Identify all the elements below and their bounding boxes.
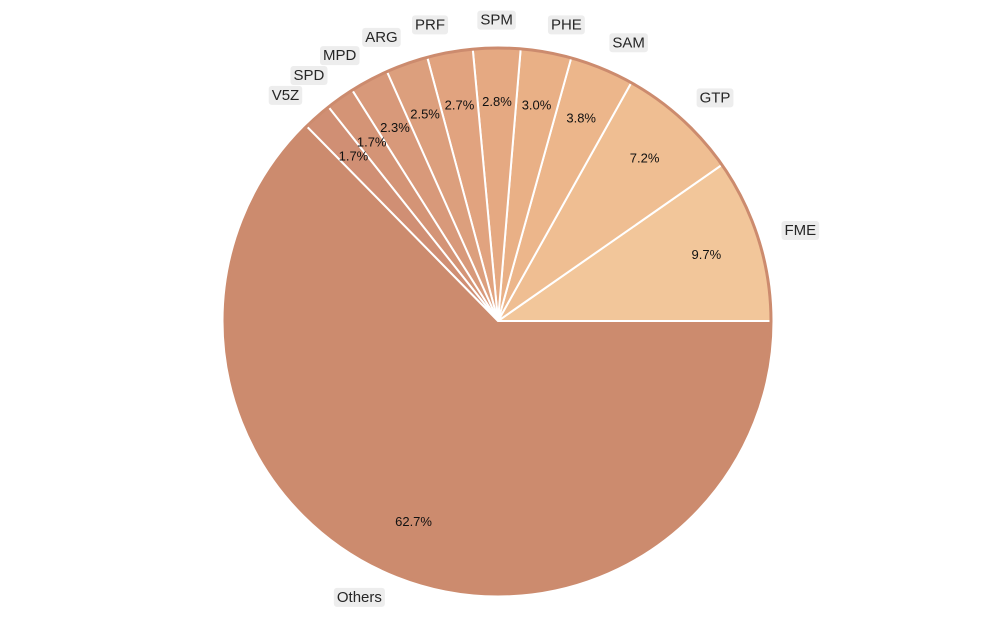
- category-label-background: [362, 27, 401, 47]
- category-label: V5Z: [272, 87, 300, 104]
- category-label: Others: [337, 589, 382, 606]
- category-label: ARG: [365, 29, 398, 46]
- category-label-background: [268, 85, 303, 105]
- category-label: PHE: [551, 16, 582, 33]
- category-label: GTP: [700, 89, 731, 106]
- percentage-label: 3.8%: [566, 110, 596, 125]
- category-label: MPD: [323, 47, 357, 64]
- pie-slices: [224, 47, 773, 595]
- percentage-label: 2.5%: [410, 107, 440, 122]
- percentage-label: 1.7%: [339, 149, 369, 164]
- percentage-label: 9.7%: [692, 247, 722, 262]
- pie-outline: [223, 46, 773, 596]
- category-label-background: [290, 65, 328, 85]
- category-label-background: [781, 220, 820, 240]
- percentage-label: 1.7%: [357, 134, 387, 149]
- category-label: PRF: [415, 16, 445, 33]
- category-label-background: [320, 46, 360, 66]
- category-label-background: [412, 15, 449, 35]
- category-label: SAM: [612, 34, 645, 51]
- category-label: FME: [784, 222, 816, 239]
- pie-labels: FME 9.7% GTP 7.2% SAM 3.8% PHE 3.0% SPM 2.8% PRF 2.…: [268, 10, 820, 607]
- category-label: SPM: [480, 12, 513, 29]
- percentage-label: 3.0%: [522, 97, 552, 112]
- percentage-label: 2.8%: [482, 94, 512, 109]
- percentage-label: 7.2%: [630, 151, 660, 166]
- category-label-background: [333, 587, 385, 607]
- percentage-label: 2.3%: [380, 120, 410, 135]
- category-label-background: [477, 10, 516, 30]
- category-label-background: [696, 88, 734, 108]
- percentage-label: 62.7%: [395, 514, 432, 529]
- category-label-background: [547, 15, 585, 35]
- percentage-label: 2.7%: [445, 97, 475, 112]
- category-label: SPD: [293, 67, 324, 84]
- category-label-background: [609, 33, 648, 53]
